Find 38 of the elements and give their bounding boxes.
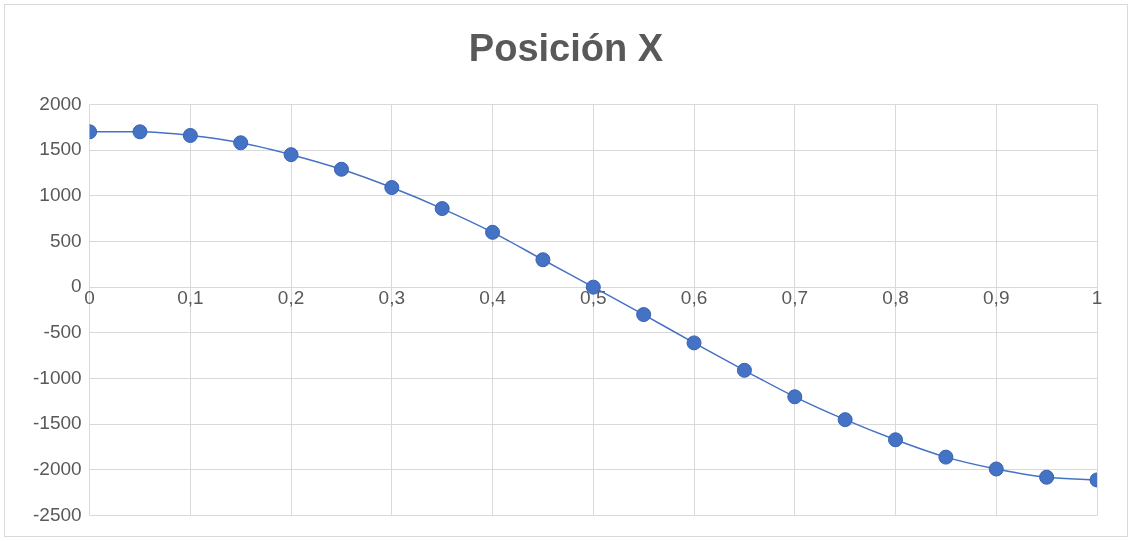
y-tick-label: 1000 [39,184,82,206]
y-tick-label: 500 [49,229,82,251]
y-tick-label: -1000 [32,366,82,388]
x-tick-label: 0,8 [882,286,909,308]
y-tick-label: 1500 [39,138,82,160]
point [888,432,904,448]
point [988,461,1004,477]
chart-title: Posición X [467,27,665,70]
point [787,389,803,405]
point [333,161,349,177]
y-tick-label: -2500 [32,503,82,525]
point [535,252,551,268]
point [485,224,501,240]
point [384,180,400,196]
x-tick-label: 0,5 [580,286,607,308]
point [233,135,249,151]
point [182,127,198,143]
x-tick-label: 0,3 [378,286,406,308]
point [636,307,652,323]
x-tick-label: 0,2 [277,286,305,308]
point [132,124,148,140]
x-tick-label: 0,7 [781,286,808,308]
y-tick-label: -1500 [32,412,82,434]
point [837,412,853,428]
x-tick-label: 1 [1091,286,1103,308]
x-tick-label: 0,6 [680,286,708,308]
point [1039,469,1055,485]
point [434,201,450,217]
x-tick-label: 0,9 [983,286,1010,308]
y-tick-label: -500 [43,321,82,343]
point [736,362,752,378]
point [686,335,702,351]
point [938,449,954,465]
point [283,147,299,163]
x-tick-label: 0,1 [177,286,204,308]
y-tick-label: 2000 [39,92,82,114]
y-tick-label: -2000 [32,458,82,480]
x-tick-label: 0,4 [479,286,507,308]
